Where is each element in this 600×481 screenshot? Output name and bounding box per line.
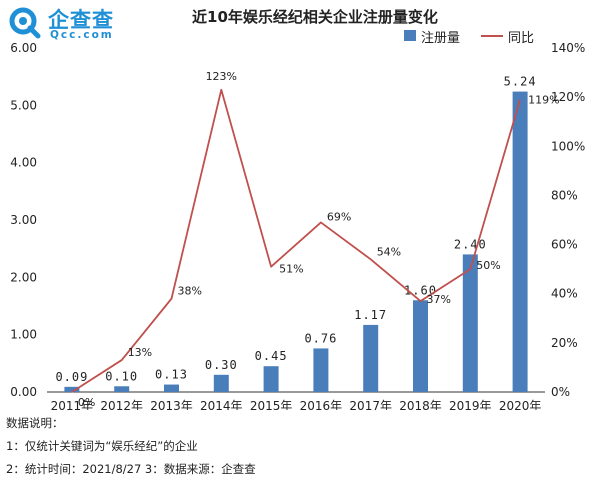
right-axis-tick-label: 120% (551, 90, 585, 104)
line-data-label: 123% (206, 70, 237, 83)
bar-data-label: 1.17 (354, 308, 387, 322)
bar (213, 374, 229, 392)
bar-data-label: 0.10 (105, 369, 138, 383)
bar (164, 384, 179, 392)
bar-data-label: 0.45 (255, 349, 288, 363)
bar (512, 91, 528, 392)
right-axis-tick-label: 40% (551, 287, 578, 301)
legend-swatch-line (481, 35, 503, 37)
bar-data-label: 0.30 (205, 358, 238, 372)
bar-data-label: 5.24 (504, 75, 537, 89)
left-axis-tick-label: 4.00 (10, 156, 37, 170)
qcc-logo-icon (9, 7, 41, 39)
x-axis-tick-label: 2015年 (250, 399, 293, 410)
line-data-label: 50% (476, 259, 500, 272)
bar-data-label: 0.13 (155, 368, 188, 382)
line-data-label: 37% (427, 293, 451, 306)
left-axis-tick-label: 1.00 (10, 328, 37, 342)
left-axis-tick-label: 2.00 (10, 270, 37, 284)
x-axis-tick-label: 2020年 (499, 399, 542, 410)
x-axis-tick-label: 2017年 (349, 399, 392, 410)
bar (114, 386, 130, 392)
left-axis-tick-label: 5.00 (10, 98, 37, 112)
bar-data-label: 2.40 (454, 237, 487, 251)
logo-brand-text: 企查查 (48, 8, 114, 32)
legend-swatch-bar (404, 30, 416, 41)
left-axis-tick-label: 6.00 (10, 41, 37, 55)
line-data-label: 0% (78, 396, 95, 409)
line-data-label: 51% (279, 263, 303, 276)
right-axis-tick-label: 100% (551, 139, 585, 153)
right-axis-tick-label: 80% (551, 188, 578, 202)
logo-domain-text: Qcc.com (50, 29, 114, 41)
line-data-label: 38% (178, 285, 202, 298)
right-axis-tick-label: 20% (551, 336, 578, 350)
legend-label-yoy: 同比 (508, 31, 535, 46)
qcc-logo: 企查查 Qcc.com (8, 4, 138, 42)
yoy-line (71, 88, 521, 393)
line-data-label: 119% (528, 94, 559, 107)
bar (64, 386, 80, 392)
left-axis-tick-label: 3.00 (10, 213, 37, 227)
x-axis-tick-label: 2011年 (51, 399, 94, 410)
bar (363, 324, 379, 392)
line-data-label: 13% (128, 346, 152, 359)
bar (313, 348, 329, 392)
bar-data-label: 0.76 (304, 331, 337, 345)
notes-line-2: 2：统计时间：2021/8/27 3：数据来源：企查查 (6, 462, 256, 476)
bar-data-label: 0.09 (55, 370, 88, 384)
bar (462, 254, 478, 392)
chart-plot: 0.00 1.00 2.00 3.00 4.00 5.00 6.00 0% 20% 40% 60% 8… (10, 41, 585, 410)
line-data-label: 69% (327, 210, 351, 223)
bar (263, 366, 279, 392)
x-axis-tick-label: 2014年 (200, 399, 243, 410)
x-axis-tick-label: 2019年 (449, 399, 492, 410)
chart-title: 近10年娱乐经纪相关企业注册量变化 (192, 8, 438, 26)
right-axis-tick-label: 0% (551, 385, 570, 399)
line-data-label: 54% (377, 245, 401, 258)
right-axis-tick-label: 140% (551, 41, 585, 55)
notes-heading: 数据说明： (6, 416, 64, 430)
left-axis-tick-label: 0.00 (10, 385, 37, 399)
x-axis-tick-label: 2012年 (100, 399, 143, 410)
x-axis-tick-label: 2018年 (399, 399, 442, 410)
x-axis-tick-label: 2016年 (300, 399, 343, 410)
notes-line-1: 1：仅统计关键词为“娱乐经纪”的企业 (6, 439, 198, 453)
bar (413, 300, 428, 392)
x-axis-tick-label: 2013年 (150, 399, 193, 410)
legend-label-registrations: 注册量 (421, 31, 461, 46)
right-axis-tick-label: 60% (551, 238, 578, 252)
data-notes: 数据说明： 1：仅统计关键词为“娱乐经纪”的企业 2：统计时间：2021/8/2… (6, 412, 256, 481)
